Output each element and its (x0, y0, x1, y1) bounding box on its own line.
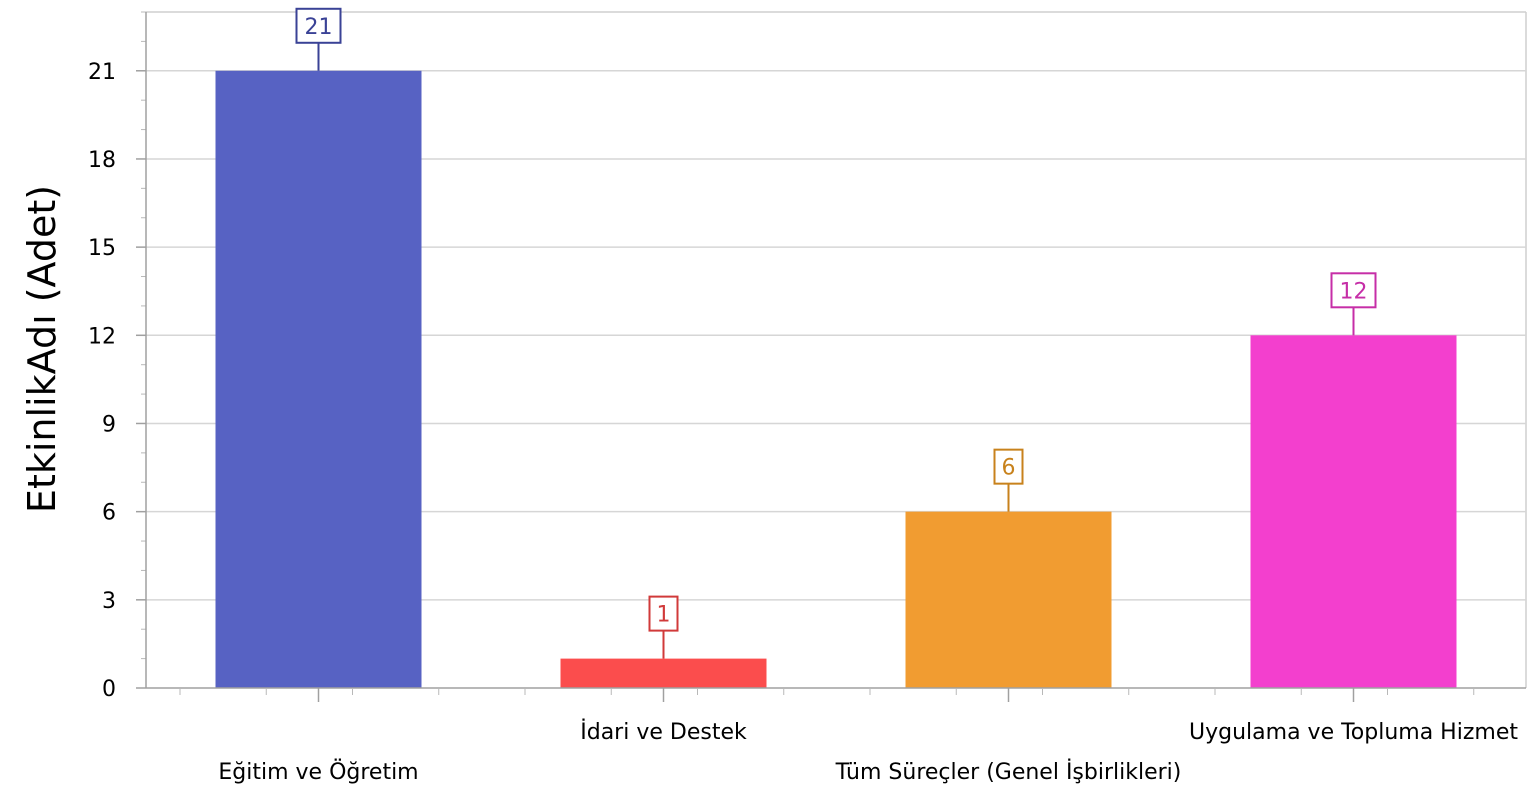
data-label-box (993, 448, 1024, 485)
data-label-box (295, 7, 342, 44)
axes: 0 3 6 9 12 15 18 21 Eğitim ve Öğretim İdari ve De… (88, 11, 1526, 785)
bar (905, 511, 1112, 688)
x-tick-label: İdari ve Destek (580, 719, 747, 745)
bars (215, 70, 1457, 689)
bar (1250, 335, 1457, 688)
y-tick-label: 0 (102, 677, 116, 702)
bar (215, 70, 422, 689)
x-tick-label: Uygulama ve Topluma Hizmet (1189, 720, 1518, 745)
y-tick-label: 6 (102, 501, 116, 526)
data-label: 21 (305, 15, 333, 40)
data-label: 6 (1002, 456, 1016, 481)
data-label: 1 (657, 603, 671, 628)
y-axis-title: EtkinlikAdı (Adet) (20, 185, 64, 513)
data-label-box (1330, 272, 1377, 309)
y-tick-label: 21 (88, 60, 116, 85)
y-tick-label: 12 (88, 324, 116, 349)
y-tick-label: 15 (88, 236, 116, 261)
y-tick-label: 3 (102, 589, 116, 614)
y-tick-label: 18 (88, 148, 116, 173)
data-label-box (648, 595, 679, 632)
data-labels: 21 1 6 12 (295, 7, 1377, 659)
data-label: 12 (1340, 279, 1368, 304)
x-tick-label: Tüm Süreçler (Genel İşbirlikleri) (835, 759, 1182, 785)
x-tick-label: Eğitim ve Öğretim (218, 759, 418, 785)
y-tick-label: 9 (102, 412, 116, 437)
bar (560, 658, 767, 688)
